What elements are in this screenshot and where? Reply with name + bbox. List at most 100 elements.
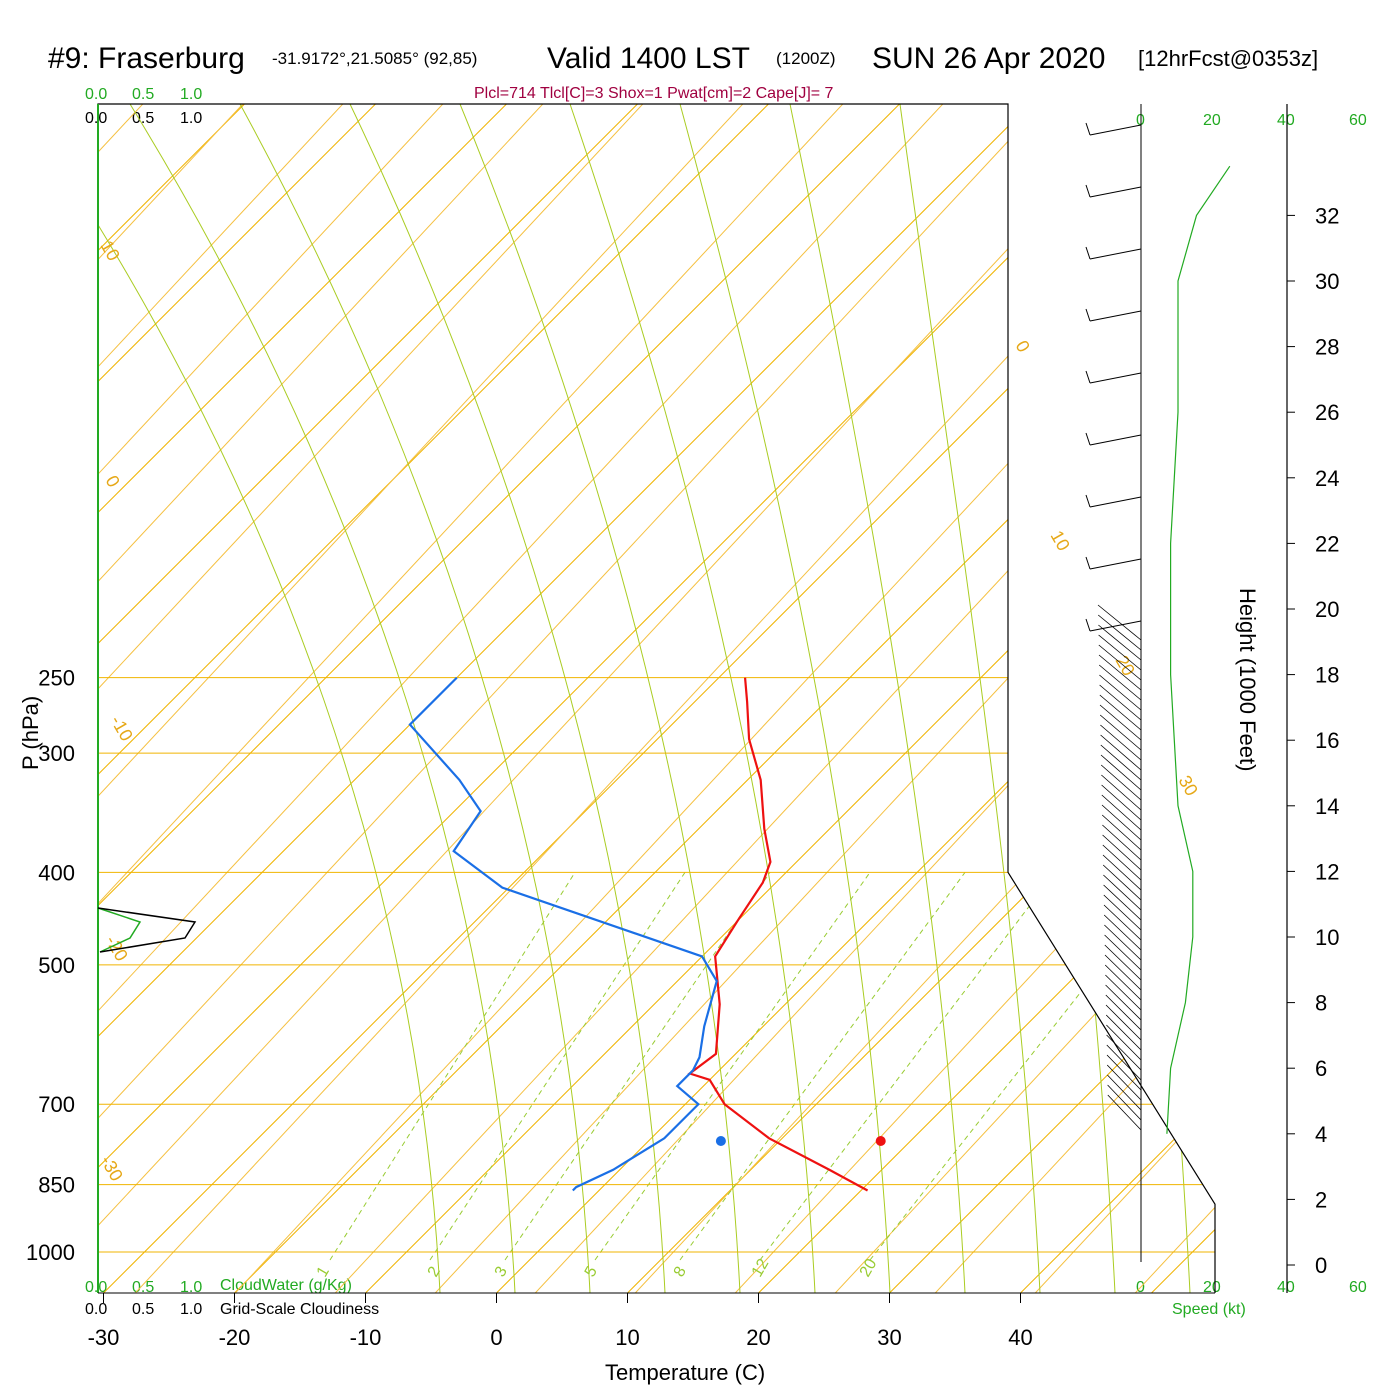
wind-barb xyxy=(1101,804,1142,841)
isotherm-line xyxy=(98,104,1215,1293)
plot-clip-group xyxy=(98,0,1400,1333)
mixing-ratio-label: 2 xyxy=(425,1264,444,1280)
dry-adiabat-line xyxy=(98,104,1099,1293)
cloud-top-black-0: 0.0 xyxy=(85,110,107,127)
height-tick-label: 12 xyxy=(1315,859,1339,884)
height-tick-label: 22 xyxy=(1315,531,1339,556)
isotherm-line xyxy=(184,104,1215,1293)
wind-barb xyxy=(1104,964,1142,1001)
forecast-label: [12hrFcst@0353z] xyxy=(1138,46,1318,71)
dry-adiabat-line xyxy=(98,104,1199,1293)
mixing-ratio-label: 8 xyxy=(671,1264,690,1280)
isotherm-line xyxy=(98,104,942,1293)
height-tick-label: 30 xyxy=(1315,269,1339,294)
wind-barb xyxy=(1099,714,1142,751)
wind-speed-line xyxy=(1166,165,1231,1134)
wind-barb xyxy=(1104,954,1142,991)
wind-barb xyxy=(1106,1044,1142,1081)
wind-barb xyxy=(1099,704,1142,741)
wind-barb-feather xyxy=(1085,246,1091,260)
cloud-top-green-1: 0.5 xyxy=(132,86,154,103)
wind-barb xyxy=(1100,744,1142,781)
wind-barb xyxy=(1100,734,1142,771)
cloudwater-label: CloudWater (g/Kg) xyxy=(220,1277,352,1294)
wind-barb xyxy=(1106,1064,1142,1101)
wind-barb xyxy=(1102,844,1142,881)
dry-adiabat-line xyxy=(197,104,1215,1293)
wind-barb xyxy=(1101,814,1142,851)
speed-label: Speed (kt) xyxy=(1172,1301,1246,1318)
isotherm-line xyxy=(446,104,1215,1293)
mixing-ratio-label: 20 xyxy=(857,1256,881,1280)
surface-temperature-dot xyxy=(875,1136,886,1146)
height-tick-label: 20 xyxy=(1315,597,1339,622)
wind-barb xyxy=(1105,974,1142,1011)
height-tick-label: 18 xyxy=(1315,663,1339,688)
wind-barb xyxy=(1098,664,1142,701)
surface-dewpoint-dot xyxy=(715,1136,726,1146)
wind-barb xyxy=(1089,372,1142,384)
wind-barb xyxy=(1100,724,1142,761)
height-tick-label: 2 xyxy=(1315,1187,1327,1212)
dry-adiabat-line xyxy=(1197,104,1215,1293)
wind-barb xyxy=(1105,1004,1142,1041)
wind-barb xyxy=(1098,654,1142,691)
mixing-ratio-line xyxy=(759,872,1056,1261)
wind-barb xyxy=(1103,894,1142,931)
dry-adiabat-line xyxy=(98,104,1215,1293)
mixing-ratio-line xyxy=(679,872,966,1261)
height-tick-label: 24 xyxy=(1315,466,1339,491)
mixing-ratio-line xyxy=(504,872,771,1261)
height-tick-label: 10 xyxy=(1315,925,1339,950)
wind-barb xyxy=(1100,764,1142,801)
moist-adiabat-line xyxy=(239,104,591,1293)
x-tick-label: -10 xyxy=(350,1325,382,1350)
cloud-bottom-black-1: 0.5 xyxy=(132,1301,154,1318)
x-axis-title: Temperature (C) xyxy=(605,1360,765,1385)
wind-barb xyxy=(1106,1054,1142,1091)
wind-barb xyxy=(1101,774,1142,811)
dry-adiabat-line xyxy=(98,104,799,1293)
wind-barb xyxy=(1105,994,1142,1031)
wind-barb xyxy=(1107,1094,1142,1131)
x-tick-label: -20 xyxy=(219,1325,251,1350)
wind-barb xyxy=(1105,1014,1142,1051)
wind-barb-feather xyxy=(1085,618,1091,632)
height-tick-label: 16 xyxy=(1315,728,1339,753)
wind-barb xyxy=(1099,674,1142,711)
station-coords: -31.9172°,21.5085° (92,85) xyxy=(272,49,477,68)
x-tick-label: 40 xyxy=(1008,1325,1032,1350)
mixing-ratio-label: 12 xyxy=(749,1256,773,1280)
valid-date: SUN 26 Apr 2020 xyxy=(872,42,1105,75)
wind-barb xyxy=(1089,186,1142,198)
speed-bottom-60: 60 xyxy=(1349,1279,1367,1296)
wind-barb xyxy=(1107,1074,1142,1111)
wind-barb xyxy=(1103,914,1142,951)
moist-adiabat-line xyxy=(459,104,741,1293)
wind-barb xyxy=(1103,904,1142,941)
pressure-tick-label: 500 xyxy=(38,953,75,978)
mixing-ratio-line xyxy=(329,872,576,1261)
x-tick-label: 30 xyxy=(877,1325,901,1350)
dry-adiabat-line xyxy=(1298,0,1400,1333)
wind-barb xyxy=(1098,644,1142,681)
height-tick-label: 0 xyxy=(1315,1253,1327,1278)
isotherm-label: 10 xyxy=(1047,527,1074,554)
speed-bottom-20: 20 xyxy=(1203,1279,1221,1296)
wind-barb xyxy=(1102,864,1142,901)
cloud-bottom-black-0: 0.0 xyxy=(85,1301,107,1318)
isotherm-label: -20 xyxy=(102,932,132,965)
moist-adiabat-line xyxy=(98,104,441,1293)
wind-barb xyxy=(1089,248,1142,260)
wind-barb-feather xyxy=(1085,308,1091,322)
wind-barb xyxy=(1089,496,1142,508)
mixing-ratio-line xyxy=(869,872,1176,1261)
dry-adiabat-line xyxy=(98,104,1215,1293)
dry-adiabat-line xyxy=(98,104,999,1293)
dry-adiabat-line xyxy=(597,104,1215,1293)
isotherm-line xyxy=(839,104,1215,1293)
wind-barb xyxy=(1106,1034,1142,1071)
isotherm-line xyxy=(98,104,811,1293)
height-tick-label: 26 xyxy=(1315,400,1339,425)
isotherm-line xyxy=(708,104,1215,1293)
